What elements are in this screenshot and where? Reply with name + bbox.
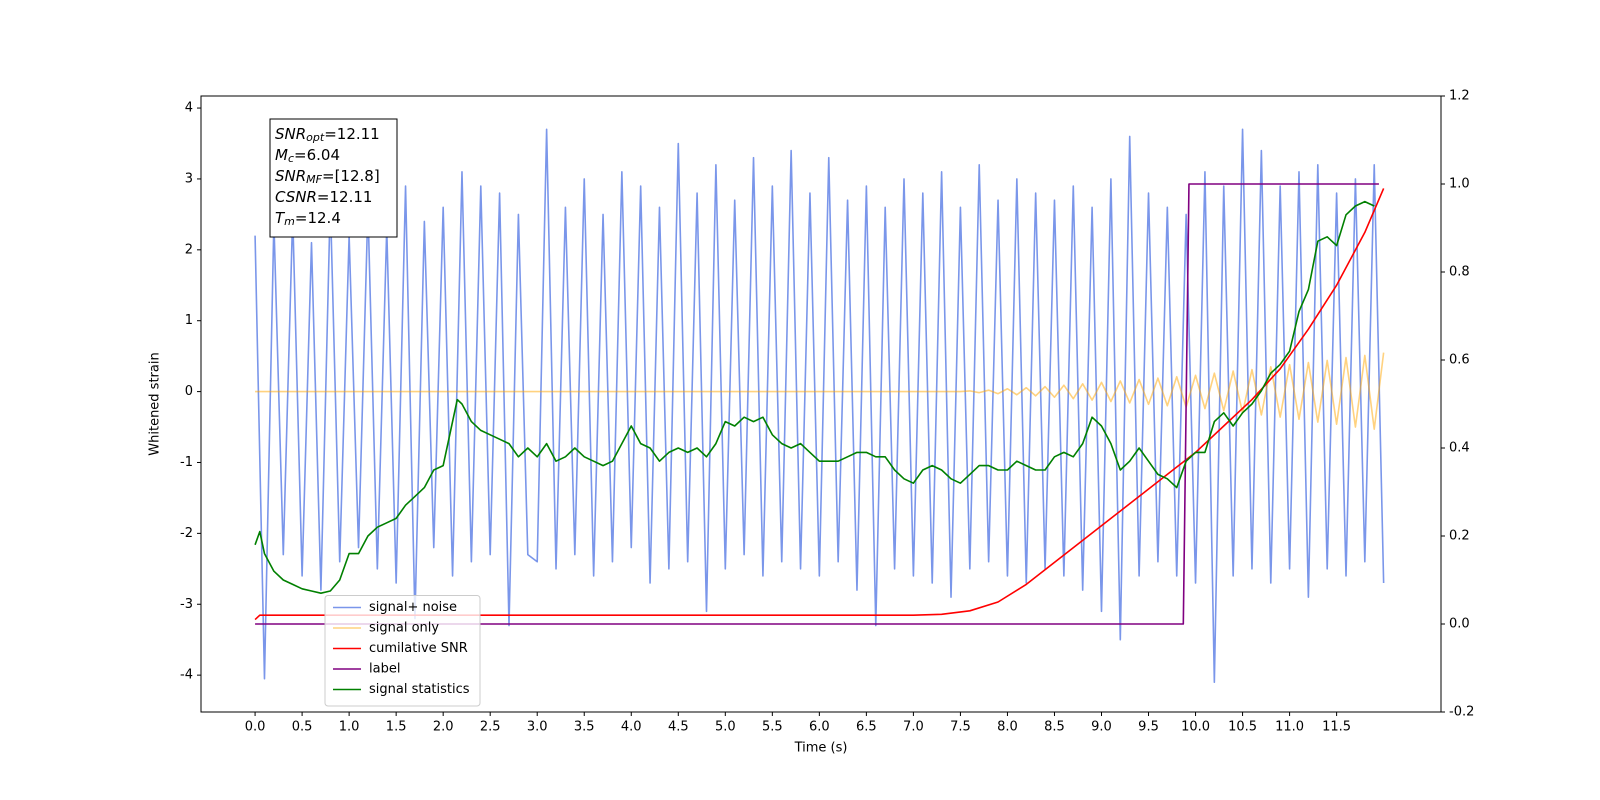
annotation-name: SNR — [275, 167, 306, 185]
annotation-sub: c — [288, 152, 294, 165]
plot-area — [254, 128, 1385, 684]
x-tick-label: 11.5 — [1322, 720, 1351, 735]
annotation: SNRopt=12.11Mc=6.04SNRMF=[12.8]CSNR=12.1… — [275, 125, 380, 229]
x-tick-label: 1.0 — [339, 720, 360, 735]
annotation-name: T — [275, 209, 286, 227]
legend-label: label — [369, 662, 400, 677]
annotation-value: =12.4 — [295, 209, 341, 227]
plot-frame — [200, 95, 1442, 713]
y-tick-label: -1 — [180, 455, 193, 470]
x-tick-label: 3.0 — [527, 720, 548, 735]
x-tick-label: 2.0 — [433, 720, 454, 735]
x-tick-label: 3.5 — [574, 720, 595, 735]
x-tick-label: 4.0 — [621, 720, 642, 735]
annotation-value: =12.11 — [317, 188, 373, 206]
x-tick-label: 9.5 — [1138, 720, 1159, 735]
y-tick-label: 1 — [185, 313, 193, 328]
series-line — [254, 128, 1385, 684]
series-line — [254, 188, 1385, 621]
y-tick-label: 3 — [185, 171, 193, 186]
x-tick-label: 7.0 — [903, 720, 924, 735]
x-tick-label: 8.0 — [997, 720, 1018, 735]
x-axis-label: Time (s) — [794, 741, 848, 756]
annotation-sub: opt — [306, 131, 325, 144]
x-tick-label: 7.5 — [950, 720, 971, 735]
series-line — [254, 200, 1375, 594]
x-tick-label: 2.5 — [480, 720, 501, 735]
x-tick-label: 10.0 — [1181, 720, 1210, 735]
annotation-value: =[12.8] — [322, 167, 380, 185]
annotation-line: SNRMF=[12.8] — [275, 167, 380, 187]
annotation-line: Mc=6.04 — [275, 146, 340, 166]
annotation-name: M — [275, 146, 288, 164]
x-tick-label: 6.0 — [809, 720, 830, 735]
y2-tick-label: -0.2 — [1449, 705, 1474, 720]
annotation-line: SNRopt=12.11 — [275, 125, 380, 145]
series-line — [255, 183, 1379, 625]
x-tick-label: 5.0 — [715, 720, 736, 735]
x-tick-label: 6.5 — [856, 720, 877, 735]
x-tick-label: 0.0 — [245, 720, 266, 735]
legend: signal+ noise signal only cumilative SNR la… — [324, 595, 481, 707]
legend-label: signal only — [369, 621, 439, 636]
x-tick-label: 5.5 — [762, 720, 783, 735]
annotation-value: =12.11 — [324, 125, 380, 143]
annotation-name: CSNR — [275, 188, 317, 206]
y2-tick-label: 1.0 — [1449, 177, 1470, 192]
y2-tick-label: 0.6 — [1449, 353, 1470, 368]
y-tick-label: -2 — [180, 526, 193, 541]
annotation-sub: m — [284, 215, 295, 228]
x-tick-label: 10.5 — [1228, 720, 1257, 735]
y2-tick-label: 0.8 — [1449, 265, 1470, 280]
y2-tick-label: 0.0 — [1449, 617, 1470, 632]
annotation-line: Tm=12.4 — [275, 209, 341, 229]
legend-box — [324, 595, 481, 707]
y2-tick-label: 1.2 — [1449, 89, 1470, 104]
annotation-box — [269, 118, 398, 238]
legend-label: signal+ noise — [369, 600, 457, 615]
y-tick-label: -3 — [180, 597, 193, 612]
y-tick-label: 0 — [185, 384, 193, 399]
x-tick-label: 9.0 — [1091, 720, 1112, 735]
x-tick-label: 0.5 — [292, 720, 313, 735]
annotation-value: =6.04 — [294, 146, 340, 164]
y2-tick-label: 0.2 — [1449, 529, 1470, 544]
annotation-sub: MF — [306, 173, 322, 186]
annotation-name: SNR — [275, 125, 306, 143]
x-tick-label: 8.5 — [1044, 720, 1065, 735]
y-tick-label: -4 — [180, 668, 193, 683]
x-tick-label: 11.0 — [1275, 720, 1304, 735]
y-axis-label: Whitened strain — [148, 352, 163, 455]
y2-tick-label: 0.4 — [1449, 441, 1470, 456]
series-line — [255, 352, 1385, 430]
legend-label: cumilative SNR — [369, 641, 468, 656]
y-tick-label: 2 — [185, 242, 193, 257]
x-tick-label: 1.5 — [386, 720, 407, 735]
x-tick-label: 4.5 — [668, 720, 689, 735]
y-tick-label: 4 — [185, 101, 193, 116]
legend-label: signal statistics — [369, 682, 470, 697]
annotation-line: CSNR=12.11 — [275, 188, 372, 206]
